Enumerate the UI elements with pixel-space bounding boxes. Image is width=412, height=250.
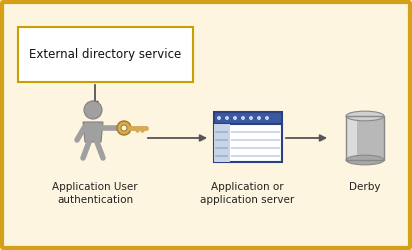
FancyBboxPatch shape (18, 27, 193, 82)
Circle shape (249, 116, 253, 120)
Circle shape (241, 116, 245, 120)
Ellipse shape (346, 111, 384, 121)
Text: Application User
authentication: Application User authentication (52, 182, 138, 205)
Bar (214, 124, 230, 162)
Polygon shape (83, 122, 103, 142)
Text: Derby: Derby (349, 182, 381, 192)
Circle shape (117, 121, 131, 135)
Ellipse shape (346, 155, 384, 165)
Circle shape (233, 116, 237, 120)
FancyBboxPatch shape (214, 112, 282, 124)
Circle shape (225, 116, 229, 120)
Bar (346, 116, 384, 160)
Circle shape (217, 116, 221, 120)
Text: External directory service: External directory service (29, 48, 182, 61)
Bar (346, 116, 357, 160)
Bar (346, 116, 384, 160)
Circle shape (121, 125, 127, 131)
Circle shape (257, 116, 261, 120)
Circle shape (84, 101, 102, 119)
Text: Application or
application server: Application or application server (200, 182, 294, 205)
FancyBboxPatch shape (214, 124, 282, 162)
Circle shape (265, 116, 269, 120)
FancyBboxPatch shape (2, 2, 410, 248)
